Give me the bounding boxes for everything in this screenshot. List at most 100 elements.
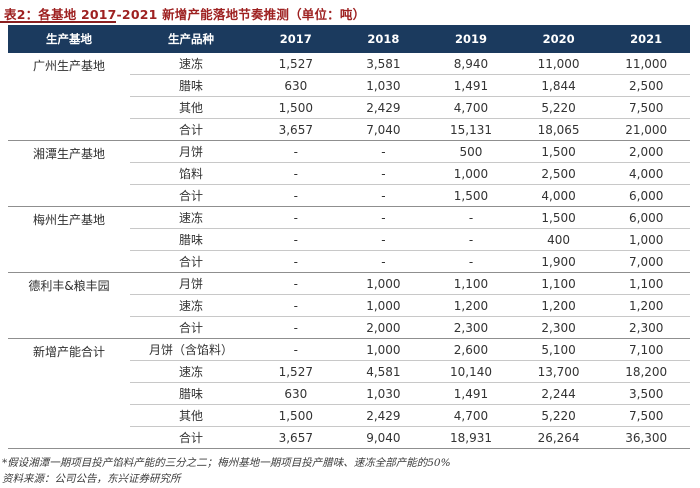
value-cell: 7,100 xyxy=(602,338,690,361)
value-cell: 1,844 xyxy=(514,74,603,97)
value-cell: - xyxy=(339,162,428,185)
value-cell: 36,300 xyxy=(602,426,690,449)
value-cell: 21,000 xyxy=(602,118,690,141)
product-cell: 速冻 xyxy=(130,360,252,383)
value-cell: 18,200 xyxy=(602,360,690,383)
product-cell: 其他 xyxy=(130,404,252,427)
value-cell: 2,000 xyxy=(339,316,428,339)
value-cell: 2,300 xyxy=(427,316,515,339)
value-cell: 5,220 xyxy=(514,96,603,119)
value-cell: 1,500 xyxy=(252,404,340,427)
value-cell: 630 xyxy=(252,74,340,97)
product-cell: 其他 xyxy=(130,96,252,119)
value-cell: 18,065 xyxy=(514,118,603,141)
product-cell: 合计 xyxy=(130,250,252,273)
value-cell: 7,000 xyxy=(602,250,690,273)
col-header-year: 2021 xyxy=(602,25,690,53)
value-cell: - xyxy=(252,294,340,317)
value-cell: 1,100 xyxy=(427,272,515,295)
table-row: 合计 - - -1,900 7,000 xyxy=(8,250,690,273)
table-row: 其他 1,500 2,429 4,700 5,220 7,500 xyxy=(8,96,690,119)
value-cell: - xyxy=(252,184,340,207)
table-row: 广州生产基地 速冻 1,527 3,581 8,940 11,000 11,000 xyxy=(8,53,690,141)
product-cell: 合计 xyxy=(130,118,252,141)
value-cell: 400 xyxy=(514,228,603,251)
product-cell: 月饼 xyxy=(130,140,252,163)
table-row: 新增产能合计 月饼（含馅料） -1,000 2,600 5,100 7,100 xyxy=(8,338,690,449)
base-cell: 德利丰&粮丰园 xyxy=(8,272,130,339)
value-cell: 3,581 xyxy=(339,53,428,75)
table-body: 广州生产基地 速冻 1,527 3,581 8,940 11,000 11,000 腊味 630… xyxy=(8,53,690,449)
product-cell: 腊味 xyxy=(130,74,252,97)
product-cell: 合计 xyxy=(130,426,252,449)
value-cell: 1,500 xyxy=(252,96,340,119)
value-cell: 4,000 xyxy=(514,184,603,207)
product-cell: 腊味 xyxy=(130,228,252,251)
value-cell: 1,500 xyxy=(427,184,515,207)
value-cell: 15,131 xyxy=(427,118,515,141)
value-cell: 5,100 xyxy=(514,338,603,361)
table-row: 德利丰&粮丰园 月饼 -1,000 1,100 1,100 1,100 xyxy=(8,272,690,339)
value-cell: 1,000 xyxy=(339,338,428,361)
value-cell: 2,300 xyxy=(514,316,603,339)
value-cell: - xyxy=(252,228,340,251)
value-cell: 1,000 xyxy=(339,294,428,317)
value-cell: - xyxy=(252,206,340,229)
value-cell: 6,000 xyxy=(602,206,690,229)
value-cell: 8,940 xyxy=(427,53,515,75)
value-cell: 1,100 xyxy=(514,272,603,295)
footnotes: *假设湘潭一期项目投产馅料产能的三分之二；梅州基地一期项目投产腊味、速冻全部产能… xyxy=(2,455,692,487)
table-row: 速冻 1,527 4,581 10,140 13,700 18,200 xyxy=(8,360,690,383)
value-cell: 4,581 xyxy=(339,360,428,383)
table-row: 湘潭生产基地 月饼 - -500 1,500 2,000 xyxy=(8,140,690,207)
value-cell: 1,500 xyxy=(514,140,603,163)
value-cell: 7,040 xyxy=(339,118,428,141)
value-cell: - xyxy=(252,338,340,361)
value-cell: 2,429 xyxy=(339,404,428,427)
value-cell: 1,500 xyxy=(514,206,603,229)
value-cell: 4,700 xyxy=(427,404,515,427)
value-cell: 500 xyxy=(427,140,515,163)
product-cell: 馅料 xyxy=(130,162,252,185)
value-cell: 1,000 xyxy=(427,162,515,185)
table-row: 合计 3,657 9,040 18,931 26,264 36,300 xyxy=(8,426,690,449)
value-cell: 1,527 xyxy=(252,360,340,383)
table-row: 合计 - -1,500 4,000 6,000 xyxy=(8,184,690,207)
value-cell: 11,000 xyxy=(602,53,690,75)
value-cell: 630 xyxy=(252,382,340,405)
base-cell: 梅州生产基地 xyxy=(8,206,130,273)
value-cell: 26,264 xyxy=(514,426,603,449)
product-cell: 月饼（含馅料） xyxy=(130,338,252,361)
footnote-source: 资料来源：公司公告，东兴证券研究所 xyxy=(2,473,181,485)
value-cell: 1,200 xyxy=(602,294,690,317)
value-cell: - xyxy=(339,184,428,207)
value-cell: 2,244 xyxy=(514,382,603,405)
value-cell: 3,657 xyxy=(252,426,340,449)
table-row: 馅料 - -1,000 2,500 4,000 xyxy=(8,162,690,185)
product-cell: 月饼 xyxy=(130,272,252,295)
value-cell: - xyxy=(427,250,515,273)
capacity-table: 生产基地 生产品种 2017 2018 2019 2020 2021 广州生产基地 速冻 1… xyxy=(8,25,690,449)
value-cell: 2,300 xyxy=(602,316,690,339)
value-cell: 4,000 xyxy=(602,162,690,185)
col-header-year: 2017 xyxy=(252,25,340,53)
col-header-year: 2020 xyxy=(514,25,603,53)
product-cell: 速冻 xyxy=(130,53,252,75)
value-cell: 1,100 xyxy=(602,272,690,295)
header-row: 生产基地 生产品种 2017 2018 2019 2020 2021 xyxy=(8,25,690,53)
value-cell: 7,500 xyxy=(602,96,690,119)
value-cell: 1,491 xyxy=(427,382,515,405)
value-cell: 2,500 xyxy=(602,74,690,97)
base-cell: 湘潭生产基地 xyxy=(8,140,130,207)
value-cell: 9,040 xyxy=(339,426,428,449)
value-cell: 2,000 xyxy=(602,140,690,163)
value-cell: - xyxy=(252,316,340,339)
value-cell: 7,500 xyxy=(602,404,690,427)
product-cell: 速冻 xyxy=(130,294,252,317)
value-cell: 1,491 xyxy=(427,74,515,97)
value-cell: - xyxy=(339,250,428,273)
value-cell: - xyxy=(252,250,340,273)
table-row: 合计 -2,000 2,300 2,300 2,300 xyxy=(8,316,690,339)
table-row: 梅州生产基地 速冻 - - -1,500 6,000 xyxy=(8,206,690,273)
